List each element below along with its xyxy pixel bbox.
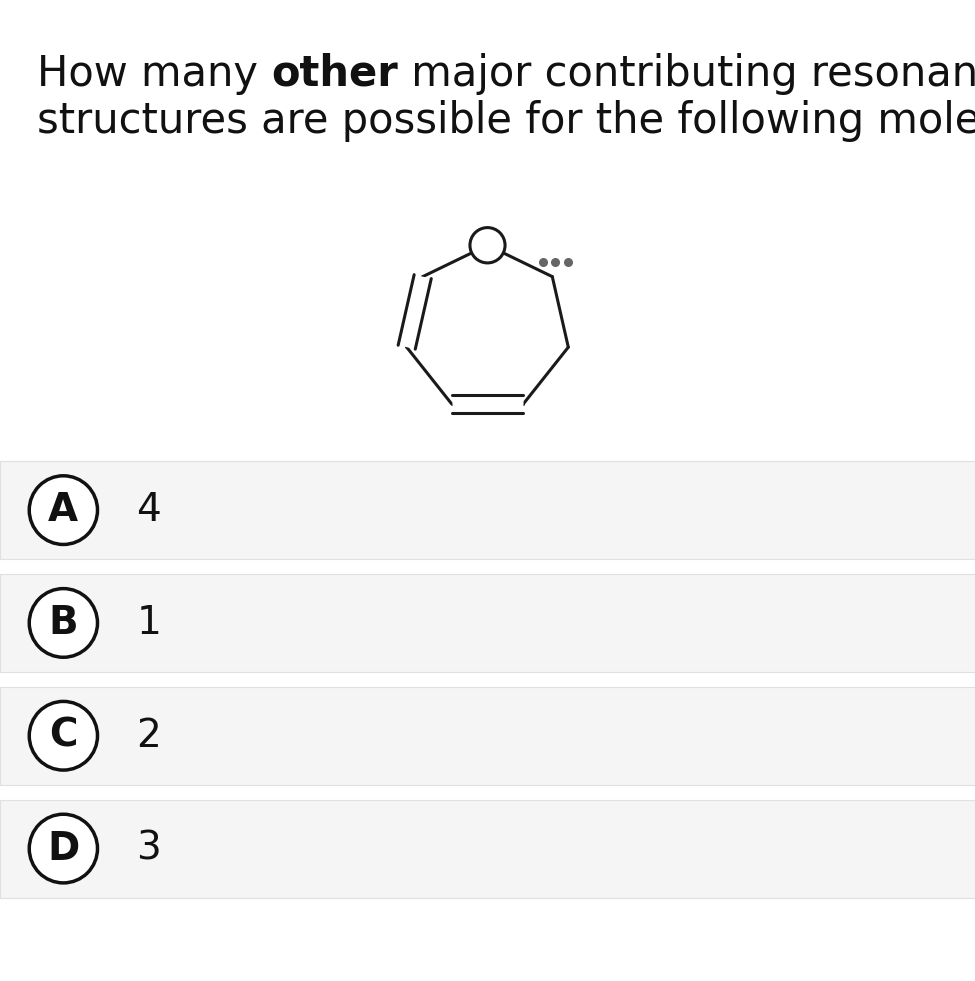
Circle shape: [29, 814, 98, 883]
Text: C: C: [49, 717, 78, 754]
Circle shape: [29, 476, 98, 544]
Text: 1: 1: [136, 604, 162, 642]
Text: other: other: [271, 53, 398, 95]
FancyBboxPatch shape: [0, 461, 975, 559]
FancyBboxPatch shape: [0, 800, 975, 898]
Text: How many: How many: [37, 53, 271, 95]
Circle shape: [29, 701, 98, 770]
FancyBboxPatch shape: [0, 687, 975, 785]
Text: major contributing resonance: major contributing resonance: [398, 53, 975, 95]
Text: 4: 4: [136, 491, 161, 529]
Text: A: A: [49, 491, 78, 529]
Text: 3: 3: [136, 830, 161, 867]
Circle shape: [470, 228, 505, 263]
Text: B: B: [49, 604, 78, 642]
Text: D: D: [47, 830, 80, 867]
Circle shape: [29, 589, 98, 657]
Text: structures are possible for the following molecule?: structures are possible for the followin…: [37, 100, 975, 142]
Text: 2: 2: [136, 717, 161, 754]
FancyBboxPatch shape: [0, 574, 975, 672]
